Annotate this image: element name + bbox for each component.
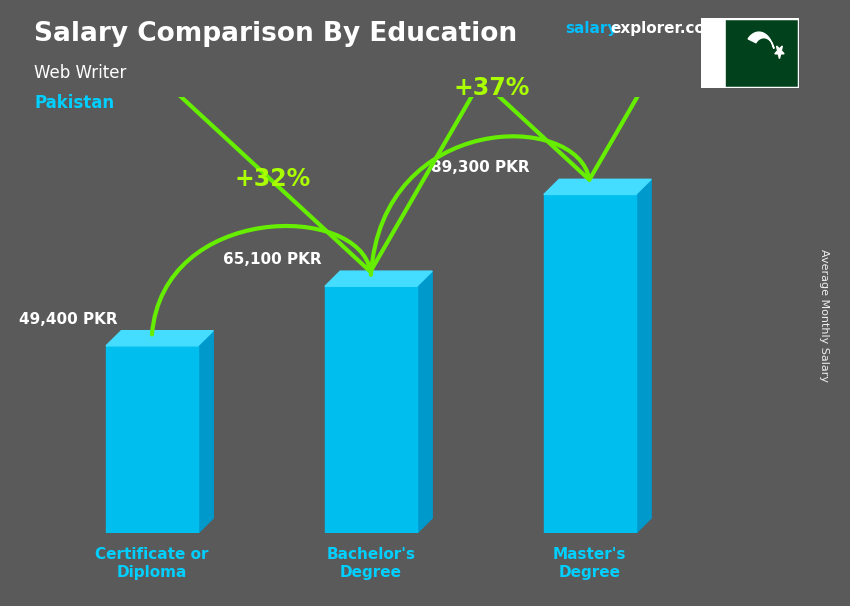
Bar [701,18,726,88]
Polygon shape [748,32,774,48]
Polygon shape [106,331,213,346]
Polygon shape [416,271,432,533]
Text: 89,300 PKR: 89,300 PKR [431,161,530,176]
Polygon shape [544,195,636,533]
Polygon shape [775,46,784,59]
Text: salary: salary [565,21,618,36]
Text: explorer.com: explorer.com [610,21,721,36]
Polygon shape [325,286,416,533]
Polygon shape [198,331,213,533]
Text: 49,400 PKR: 49,400 PKR [20,312,118,327]
Text: Salary Comparison By Education: Salary Comparison By Education [34,21,517,47]
Text: 65,100 PKR: 65,100 PKR [223,252,321,267]
Polygon shape [636,179,651,533]
Text: +37%: +37% [453,76,530,99]
Bar [726,18,799,88]
Text: Pakistan: Pakistan [34,94,114,112]
Polygon shape [544,179,651,195]
Polygon shape [106,346,198,533]
FancyArrowPatch shape [135,0,530,335]
Text: Average Monthly Salary: Average Monthly Salary [819,248,829,382]
FancyArrowPatch shape [354,0,750,275]
Polygon shape [325,271,432,286]
Text: +32%: +32% [235,167,310,191]
Text: Web Writer: Web Writer [34,64,127,82]
